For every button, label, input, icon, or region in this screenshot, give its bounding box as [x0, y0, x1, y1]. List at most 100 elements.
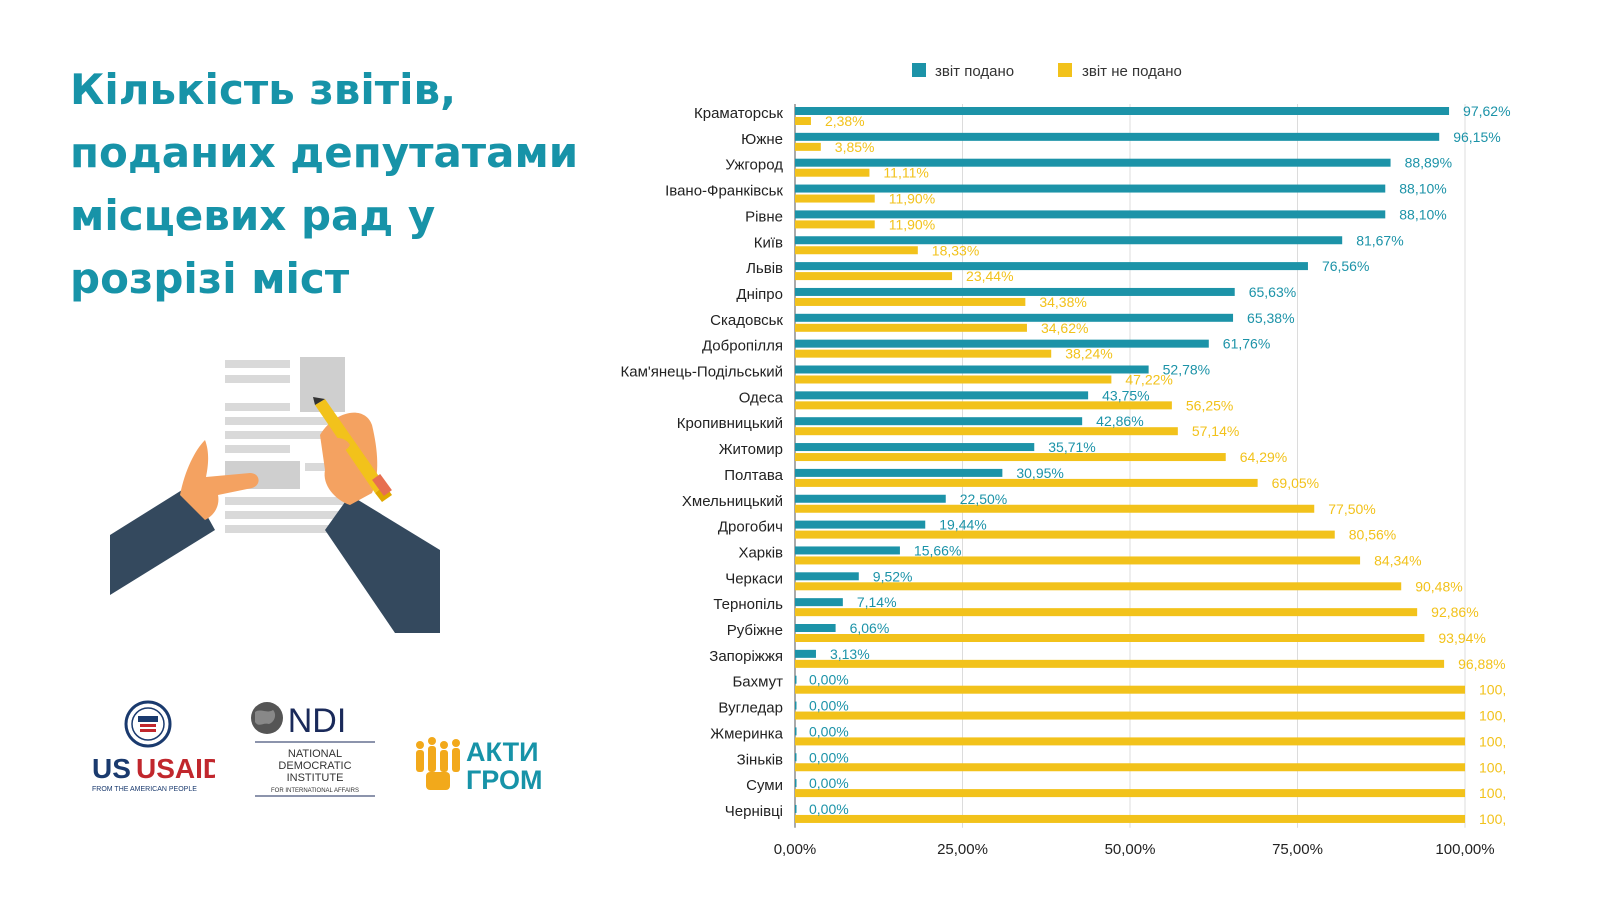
x-tick-label: 25,00% — [937, 841, 988, 858]
bar-not-submitted — [795, 401, 1172, 410]
bar-submitted — [795, 468, 1003, 477]
category-label: Ужгород — [725, 157, 783, 174]
bar-not-submitted — [795, 789, 1465, 798]
bar-submitted — [795, 649, 816, 658]
bar-not-submitted — [795, 608, 1418, 617]
category-label: Полтава — [724, 467, 783, 484]
usaid-logo: US USAID FROM THE AMERICAN PEOPLE — [92, 700, 215, 793]
usaid-seal-icon — [124, 700, 172, 748]
bar-submitted — [795, 520, 926, 529]
bar-submitted — [795, 236, 1343, 245]
bar-submitted — [795, 779, 797, 788]
bar-submitted — [795, 132, 1440, 141]
data-label-submitted: 15,66% — [914, 542, 961, 558]
data-label-not-submitted: 34,62% — [1041, 320, 1088, 336]
people-group-icon — [416, 737, 460, 790]
legend-swatch-not-submitted — [1058, 63, 1072, 77]
chart-labels: Краматорськ 97,62% 2,38% Южне 96,15% 3,85% Ужг… — [621, 103, 1511, 827]
bar-submitted — [795, 262, 1308, 271]
data-label-submitted: 76,56% — [1322, 258, 1369, 274]
data-label-not-submitted: 100, — [1479, 708, 1506, 724]
usaid-wordmark-us: US — [92, 753, 131, 784]
category-label: Одеса — [739, 389, 784, 406]
bar-not-submitted — [795, 168, 870, 177]
data-label-submitted: 0,00% — [809, 723, 849, 739]
bar-not-submitted — [795, 530, 1335, 539]
x-tick-label: 75,00% — [1272, 841, 1323, 858]
bar-not-submitted — [795, 737, 1465, 746]
data-label-not-submitted: 34,38% — [1039, 294, 1086, 310]
data-label-submitted: 88,10% — [1399, 206, 1446, 222]
bar-not-submitted — [795, 220, 875, 229]
data-label-not-submitted: 18,33% — [932, 242, 979, 258]
bar-submitted — [795, 287, 1235, 296]
bar-not-submitted — [795, 349, 1052, 358]
data-label-submitted: 65,38% — [1247, 310, 1294, 326]
data-label-not-submitted: 90,48% — [1415, 578, 1462, 594]
data-label-not-submitted: 77,50% — [1328, 501, 1375, 517]
x-tick-label: 50,00% — [1105, 841, 1156, 858]
usaid-tagline: FROM THE AMERICAN PEOPLE — [92, 786, 197, 793]
bar-submitted — [795, 546, 900, 555]
hands-signing-document-icon — [110, 355, 440, 633]
bar-not-submitted — [795, 478, 1258, 487]
bar-submitted — [795, 572, 859, 581]
bar-submitted — [795, 339, 1209, 348]
title-line: розрізі міст — [70, 254, 350, 303]
data-label-not-submitted: 3,85% — [835, 139, 875, 155]
bar-not-submitted — [795, 427, 1178, 436]
data-label-not-submitted: 92,86% — [1431, 604, 1478, 620]
data-label-not-submitted: 2,38% — [825, 113, 865, 129]
data-label-submitted: 61,76% — [1223, 336, 1270, 352]
data-label-submitted: 0,00% — [809, 749, 849, 765]
bar-submitted — [795, 210, 1386, 219]
bar-submitted — [795, 158, 1391, 167]
data-label-submitted: 7,14% — [857, 594, 897, 610]
ndi-line2: DEMOCRATIC — [278, 760, 351, 772]
bar-submitted — [795, 313, 1234, 322]
data-label-submitted: 19,44% — [939, 517, 986, 533]
data-label-not-submitted: 84,34% — [1374, 552, 1421, 568]
bar-not-submitted — [795, 297, 1026, 306]
bar-submitted — [795, 391, 1089, 400]
data-label-not-submitted: 57,14% — [1192, 423, 1239, 439]
bar-not-submitted — [795, 556, 1361, 565]
bar-not-submitted — [795, 504, 1315, 513]
data-label-submitted: 22,50% — [960, 491, 1007, 507]
bar-submitted — [795, 701, 797, 710]
category-label: Суми — [746, 777, 783, 794]
bar-not-submitted — [795, 711, 1465, 720]
data-label-not-submitted: 100, — [1479, 733, 1506, 749]
data-label-not-submitted: 80,56% — [1349, 527, 1396, 543]
bar-submitted — [795, 624, 836, 632]
data-label-submitted: 35,71% — [1048, 439, 1095, 455]
bar-not-submitted — [795, 763, 1465, 772]
data-label-submitted: 30,95% — [1016, 465, 1063, 481]
ndi-line1: NATIONAL — [288, 748, 342, 760]
data-label-not-submitted: 11,90% — [889, 191, 935, 207]
category-label: Рівне — [745, 208, 783, 225]
category-label: Дніпро — [736, 286, 783, 303]
bar-not-submitted — [795, 272, 953, 281]
data-label-submitted: 96,15% — [1453, 129, 1500, 145]
category-label: Жмеринка — [710, 725, 783, 742]
category-label: Рубіжне — [727, 622, 783, 639]
category-label: Кропивницький — [677, 415, 783, 432]
chart-legend: звіт подано звіт не подано — [912, 63, 1182, 80]
category-label: Чернівці — [725, 803, 783, 820]
category-label: Бахмут — [732, 674, 783, 691]
category-label: Дрогобич — [718, 519, 783, 536]
data-label-not-submitted: 100, — [1479, 811, 1506, 827]
ndi-line4: FOR INTERNATIONAL AFFAIRS — [271, 788, 359, 794]
ndi-wordmark: NDI — [288, 702, 347, 740]
data-label-submitted: 52,78% — [1163, 362, 1210, 378]
chart-bars — [795, 107, 1465, 823]
category-label: Хмельницький — [682, 493, 783, 510]
bar-not-submitted — [795, 582, 1402, 591]
data-label-not-submitted: 64,29% — [1240, 449, 1287, 465]
bar-submitted — [795, 494, 946, 503]
bar-submitted — [795, 675, 797, 684]
category-label: Краматорськ — [694, 105, 783, 122]
data-label-not-submitted: 11,11% — [883, 165, 928, 181]
